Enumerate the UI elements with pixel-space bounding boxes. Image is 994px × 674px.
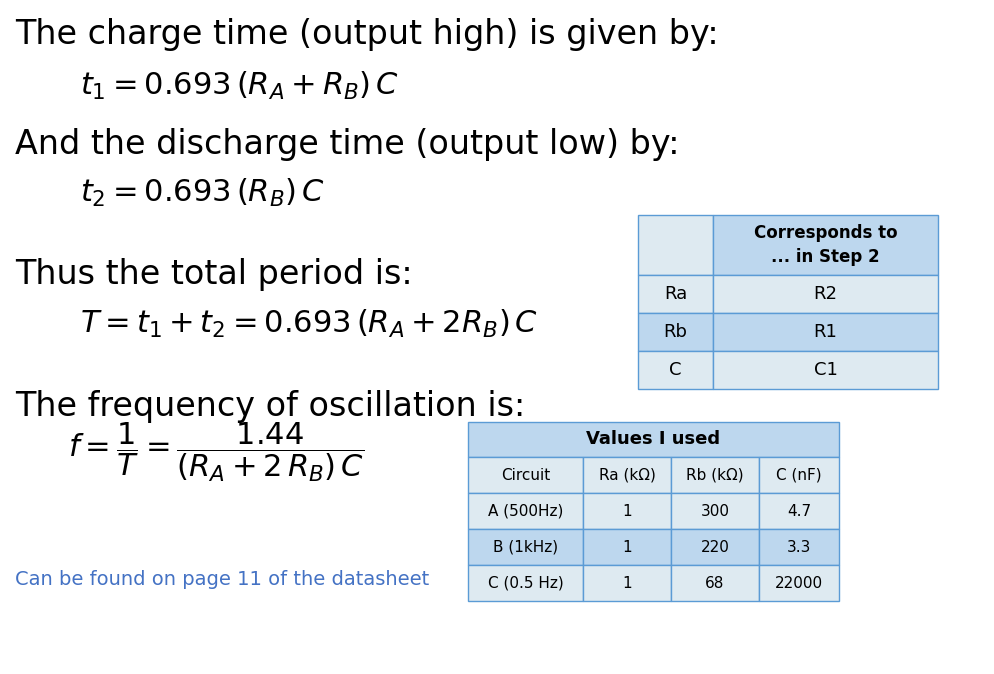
Text: 220: 220	[701, 539, 730, 555]
Bar	[713, 313, 938, 351]
Bar	[638, 275, 713, 313]
Bar	[759, 493, 839, 529]
Bar	[759, 565, 839, 601]
Text: C (nF): C (nF)	[776, 468, 822, 483]
Bar	[638, 313, 713, 351]
Text: 68: 68	[706, 576, 725, 590]
Bar	[638, 215, 713, 275]
Bar	[468, 457, 583, 493]
Text: C (0.5 Hz): C (0.5 Hz)	[488, 576, 564, 590]
Bar	[759, 529, 839, 565]
Text: 4.7: 4.7	[787, 503, 811, 518]
Text: Circuit: Circuit	[501, 468, 550, 483]
Text: 3.3: 3.3	[787, 539, 811, 555]
Bar	[468, 422, 839, 457]
Text: 22000: 22000	[775, 576, 823, 590]
Text: The frequency of oscillation is:: The frequency of oscillation is:	[15, 390, 525, 423]
Text: 1: 1	[622, 576, 632, 590]
Bar	[583, 493, 671, 529]
Text: Rb: Rb	[664, 323, 688, 341]
Bar	[583, 457, 671, 493]
Text: $t_2 = 0.693\,(R_B)\,C$: $t_2 = 0.693\,(R_B)\,C$	[80, 177, 325, 209]
Text: C: C	[669, 361, 682, 379]
Text: And the discharge time (output low) by:: And the discharge time (output low) by:	[15, 128, 680, 161]
Bar	[759, 457, 839, 493]
Bar	[468, 529, 583, 565]
Bar	[638, 351, 713, 389]
Text: $t_1 = 0.693\,(R_A + R_B)\,C$: $t_1 = 0.693\,(R_A + R_B)\,C$	[80, 70, 399, 102]
Text: R1: R1	[813, 323, 837, 341]
Text: 300: 300	[701, 503, 730, 518]
Text: Rb (kΩ): Rb (kΩ)	[686, 468, 744, 483]
Bar	[468, 493, 583, 529]
Text: Corresponds to
... in Step 2: Corresponds to ... in Step 2	[753, 224, 898, 266]
Text: 1: 1	[622, 539, 632, 555]
Text: Can be found on page 11 of the datasheet: Can be found on page 11 of the datasheet	[15, 570, 429, 589]
Bar	[671, 493, 759, 529]
Bar	[713, 215, 938, 275]
Text: Ra: Ra	[664, 285, 687, 303]
Text: A (500Hz): A (500Hz)	[488, 503, 564, 518]
Text: C1: C1	[813, 361, 837, 379]
Bar	[713, 275, 938, 313]
Text: R2: R2	[813, 285, 838, 303]
Text: 1: 1	[622, 503, 632, 518]
Text: The charge time (output high) is given by:: The charge time (output high) is given b…	[15, 18, 719, 51]
Text: Values I used: Values I used	[586, 431, 721, 448]
Text: Ra (kΩ): Ra (kΩ)	[598, 468, 655, 483]
Bar	[713, 351, 938, 389]
Bar	[671, 529, 759, 565]
Bar	[468, 565, 583, 601]
Bar	[583, 565, 671, 601]
Text: B (1kHz): B (1kHz)	[493, 539, 558, 555]
Text: $T = t_1 + t_2 = 0.693\,(R_A + 2R_B)\,C$: $T = t_1 + t_2 = 0.693\,(R_A + 2R_B)\,C$	[80, 308, 538, 340]
Bar	[671, 565, 759, 601]
Text: $f = \dfrac{1}{T} = \dfrac{1.44}{(R_A + 2\,R_B)\,C}$: $f = \dfrac{1}{T} = \dfrac{1.44}{(R_A + …	[68, 420, 364, 484]
Bar	[583, 529, 671, 565]
Bar	[671, 457, 759, 493]
Text: Thus the total period is:: Thus the total period is:	[15, 258, 413, 291]
